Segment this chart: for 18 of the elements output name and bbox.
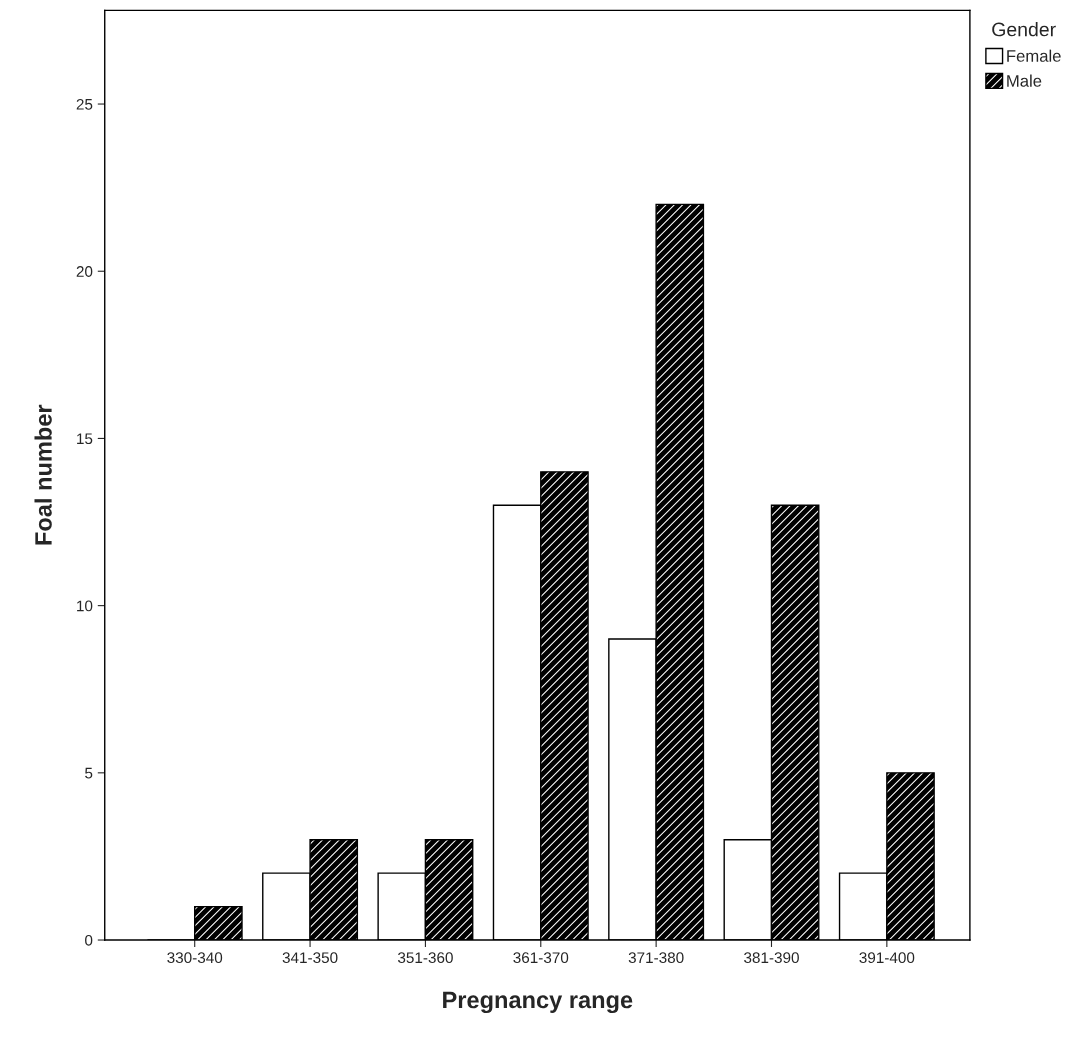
y-tick-label: 20: [76, 266, 93, 277]
legend-title: Gender: [992, 22, 1056, 37]
y-tick-label: 25: [76, 98, 93, 110]
y-tick-label: 5: [85, 767, 93, 779]
x-tick-label: 330-340: [167, 952, 223, 964]
legend-label: Female: [1007, 49, 1061, 62]
x-tick-label: 351-360: [397, 952, 453, 964]
x-tick-label: 361-370: [513, 952, 569, 964]
x-tick-label: 341-350: [282, 952, 338, 964]
x-tick-label: 371-380: [628, 952, 684, 964]
y-tick-label: 0: [85, 934, 93, 946]
y-tick-label: 15: [77, 433, 93, 445]
x-axis-title: Pregnancy range: [443, 991, 633, 1014]
y-tick-label: 10: [77, 600, 93, 612]
x-tick-label: 391-400: [859, 952, 915, 964]
x-tick-label: 381-390: [744, 952, 799, 964]
y-axis-title: Foal number: [34, 404, 52, 545]
legend-label: Male: [1007, 74, 1042, 87]
